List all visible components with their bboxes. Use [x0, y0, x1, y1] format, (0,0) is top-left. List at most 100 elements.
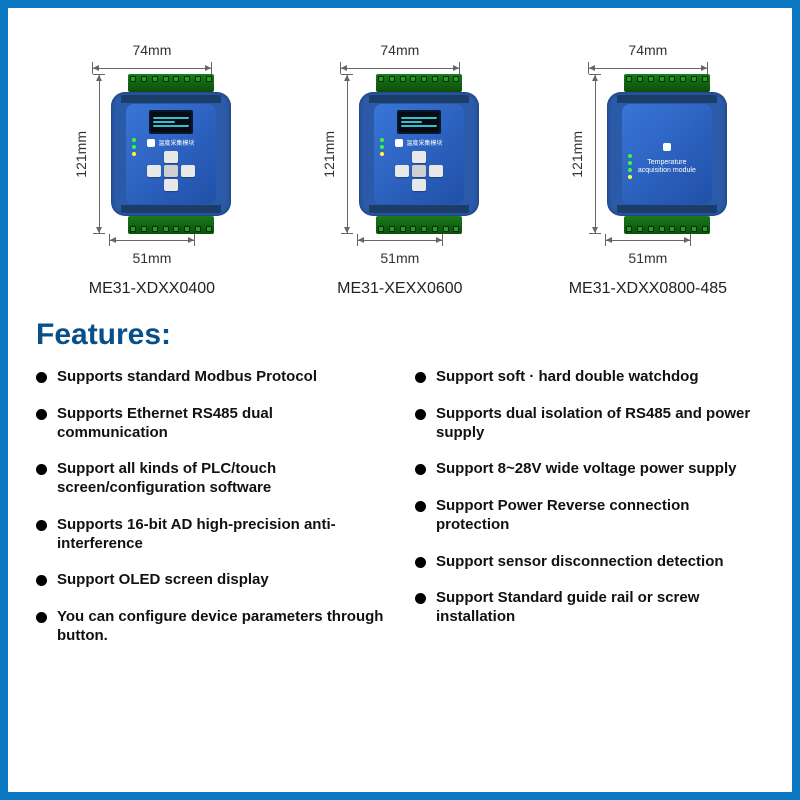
dpad-ok — [412, 165, 426, 177]
dim-width: 74mm — [628, 42, 667, 58]
feature-text: Support Standard guide rail or screw ins… — [436, 589, 764, 627]
module-2: 74mm 121mm Temperature acquisition modu — [569, 38, 727, 298]
face-label: 温度采集模块 — [406, 138, 442, 147]
led — [628, 154, 632, 158]
feature-text: You can configure device parameters thro… — [57, 608, 385, 646]
dpad — [389, 151, 449, 191]
logo-icon — [147, 139, 155, 147]
led — [380, 152, 384, 156]
led — [628, 161, 632, 165]
feature-text: Support 8~28V wide voltage power supply — [436, 460, 736, 479]
feature-item: Support all kinds of PLC/touch screen/co… — [36, 460, 385, 498]
led — [380, 138, 384, 142]
device: 温度采集模块 — [111, 74, 231, 234]
bullet-icon — [415, 409, 426, 420]
face-label-line2: acquisition module — [638, 167, 696, 174]
feature-text: Support all kinds of PLC/touch screen/co… — [57, 460, 385, 498]
bullet-icon — [36, 520, 47, 531]
features-title: Features: — [36, 318, 764, 352]
device: Temperature acquisition module — [607, 74, 727, 234]
logo-row: 温度采集模块 — [395, 138, 442, 147]
led — [132, 145, 136, 149]
model-name: ME31-XDXX0400 — [89, 280, 215, 298]
features-col-left: Supports standard Modbus Protocol Suppor… — [36, 368, 385, 646]
device-face: 温度采集模块 — [126, 104, 216, 204]
face-label: Temperature acquisition module — [638, 159, 696, 176]
dim-height: 121mm — [569, 131, 585, 178]
feature-item: Support sensor disconnection detection — [415, 553, 764, 572]
device: 温度采集模块 — [359, 74, 479, 234]
feature-text: Support sensor disconnection detection — [436, 553, 724, 572]
features-col-right: Support soft · hard double watchdog Supp… — [415, 368, 764, 646]
device-shell: Temperature acquisition module — [607, 92, 727, 216]
module-1: 74mm 121mm 温度采集模块 — [321, 38, 479, 298]
logo-icon — [663, 143, 671, 151]
bullet-icon — [415, 557, 426, 568]
dpad-right — [429, 165, 443, 177]
feature-item: Support 8~28V wide voltage power supply — [415, 460, 764, 479]
bullet-icon — [415, 464, 426, 475]
terminal-bottom — [376, 216, 462, 234]
dpad-down — [164, 179, 178, 191]
dim-line-side — [341, 74, 353, 234]
bullet-icon — [415, 501, 426, 512]
dpad-up — [412, 151, 426, 163]
feature-item: Supports dual isolation of RS485 and pow… — [415, 405, 764, 443]
bullet-icon — [36, 372, 47, 383]
dpad-up — [164, 151, 178, 163]
dim-line-bottom — [109, 234, 195, 246]
device-shell: 温度采集模块 — [111, 92, 231, 216]
dim-line-side — [589, 74, 601, 234]
feature-item: Support OLED screen display — [36, 571, 385, 590]
led-group — [628, 154, 632, 179]
features-columns: Supports standard Modbus Protocol Suppor… — [36, 368, 764, 646]
feature-item: Supports Ethernet RS485 dual communicati… — [36, 405, 385, 443]
led — [132, 138, 136, 142]
terminal-bottom — [624, 216, 710, 234]
terminal-top — [624, 74, 710, 92]
model-name: ME31-XEXX0600 — [337, 280, 462, 298]
dpad-left — [147, 165, 161, 177]
feature-text: Supports 16-bit AD high-precision anti-i… — [57, 516, 385, 554]
dim-height: 121mm — [321, 131, 337, 178]
feature-item: Support soft · hard double watchdog — [415, 368, 764, 387]
logo-row: 温度采集模块 — [147, 138, 194, 147]
dim-height: 121mm — [73, 131, 89, 178]
face-label-line1: Temperature — [647, 159, 686, 166]
feature-text: Supports standard Modbus Protocol — [57, 368, 317, 387]
bullet-icon — [36, 409, 47, 420]
feature-item: Support Standard guide rail or screw ins… — [415, 589, 764, 627]
bullet-icon — [36, 464, 47, 475]
oled-screen — [397, 110, 441, 134]
bullet-icon — [36, 612, 47, 623]
dim-line-top — [588, 62, 708, 74]
led — [132, 152, 136, 156]
dim-base: 51mm — [628, 250, 667, 266]
led — [628, 175, 632, 179]
feature-item: You can configure device parameters thro… — [36, 608, 385, 646]
module-0: 74mm 121mm 温度采集模块 — [73, 38, 231, 298]
dpad-ok — [164, 165, 178, 177]
dpad — [141, 151, 201, 191]
features-section: Features: Supports standard Modbus Proto… — [8, 308, 792, 666]
feature-item: Support Power Reverse connection protect… — [415, 497, 764, 535]
feature-item: Supports 16-bit AD high-precision anti-i… — [36, 516, 385, 554]
oled-screen — [149, 110, 193, 134]
bullet-icon — [36, 575, 47, 586]
dim-base: 51mm — [380, 250, 419, 266]
device-shell: 温度采集模块 — [359, 92, 479, 216]
bullet-icon — [415, 372, 426, 383]
led — [628, 168, 632, 172]
feature-text: Supports Ethernet RS485 dual communicati… — [57, 405, 385, 443]
feature-text: Support soft · hard double watchdog — [436, 368, 698, 387]
led-group — [380, 138, 384, 156]
feature-item: Supports standard Modbus Protocol — [36, 368, 385, 387]
bullet-icon — [415, 593, 426, 604]
module-inner: 121mm Temperature acquisition module — [569, 74, 727, 234]
dim-line-top — [340, 62, 460, 74]
dim-line-side — [93, 74, 105, 234]
logo-row — [663, 143, 671, 151]
face-label: 温度采集模块 — [158, 138, 194, 147]
terminal-bottom — [128, 216, 214, 234]
dpad-down — [412, 179, 426, 191]
